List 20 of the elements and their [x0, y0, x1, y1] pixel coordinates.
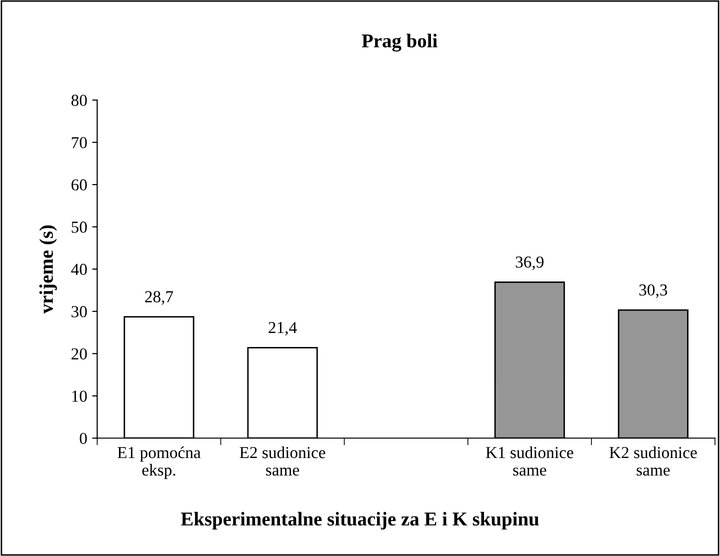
- data-label: 28,7: [145, 291, 174, 305]
- y-tick-label: 20: [72, 348, 87, 360]
- x-tick-label: K2 sudionice same: [609, 446, 697, 476]
- y-axis-title: vrijeme (s): [39, 225, 57, 314]
- y-tick-label: 80: [71, 94, 87, 106]
- x-tick-label: K1 sudionice same: [486, 446, 574, 476]
- x-tick-label: E1 pomoćna eksp.: [118, 446, 201, 480]
- y-tick-label: 60: [72, 179, 87, 191]
- y-tick-label: 10: [72, 390, 87, 402]
- y-tick-label: 40: [71, 264, 87, 276]
- chart-title: Prag boli: [362, 34, 438, 52]
- x-axis-title: Eksperimentalne situacije za E i K skupinu: [180, 512, 539, 530]
- y-tick-label: 50: [72, 222, 87, 233]
- y-tick-label: 70: [72, 137, 87, 148]
- y-tick-label: 0: [80, 432, 87, 444]
- data-label: 36,9: [516, 256, 544, 270]
- data-label: 30,3: [639, 284, 668, 298]
- y-tick-label: 30: [72, 306, 87, 318]
- x-tick-label: E2 sudionice same: [240, 446, 326, 476]
- data-label: 21,4: [268, 322, 297, 336]
